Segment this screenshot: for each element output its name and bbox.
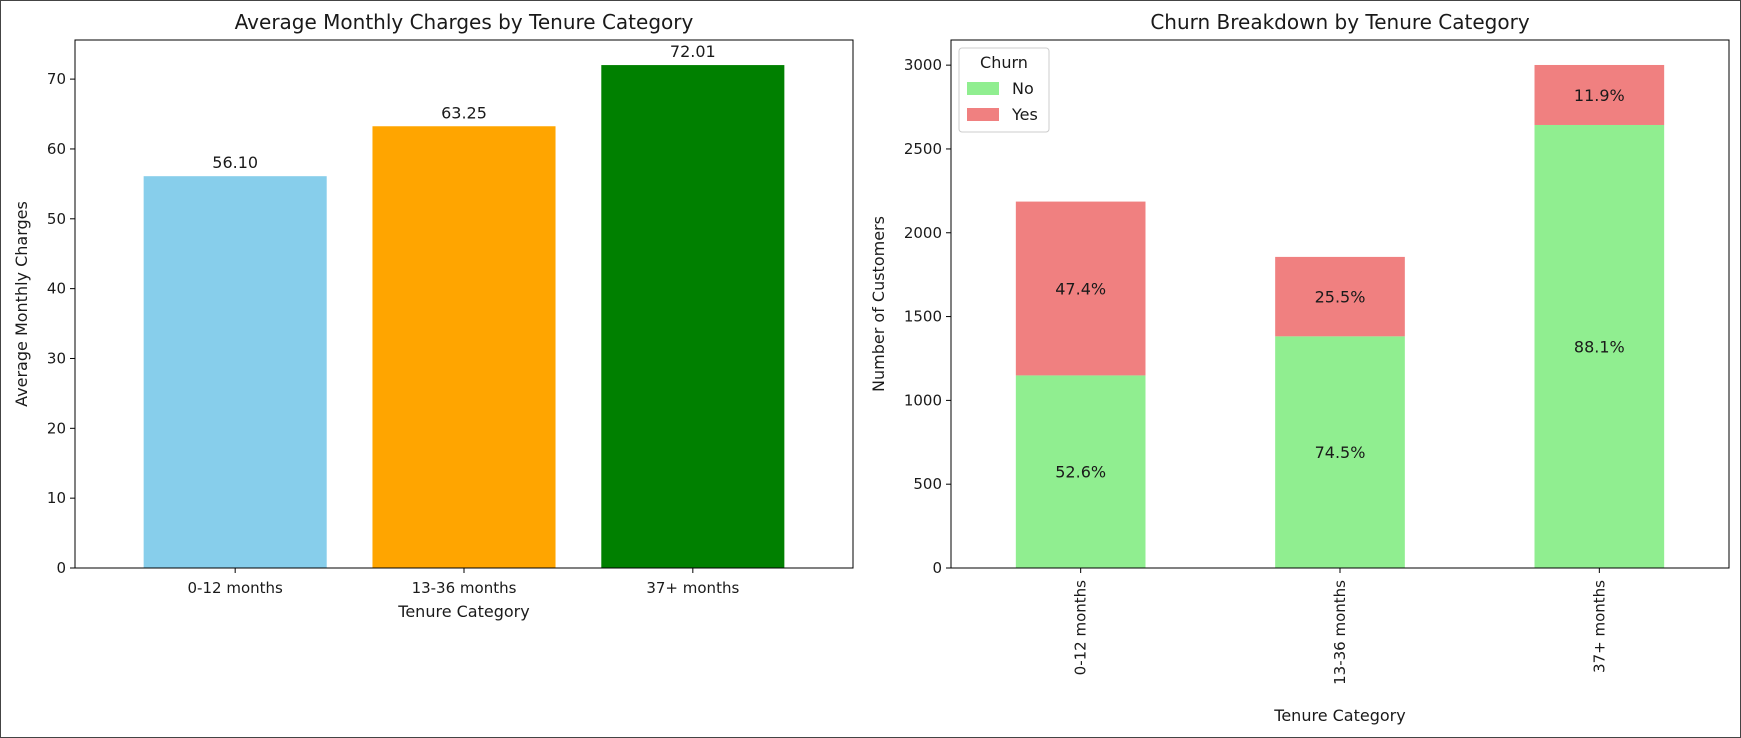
- chart2-ytick-label: 0: [932, 559, 942, 577]
- chart2-data-label-no: 52.6%: [1055, 463, 1106, 482]
- chart2-xtick-label: 13-36 months: [1331, 580, 1349, 685]
- chart2-ytick-label: 500: [913, 475, 942, 493]
- chart2-bar-no: [1275, 336, 1405, 568]
- chart1-bar: [143, 176, 327, 568]
- chart2-legend-label-yes: Yes: [1011, 105, 1038, 124]
- chart2-bar-yes: [1015, 201, 1146, 376]
- chart2-legend-title: Churn: [980, 53, 1028, 72]
- chart1-data-label: 63.25: [441, 103, 487, 122]
- chart1-xtick-label: 0-12 months: [188, 579, 283, 597]
- chart1-title: Average Monthly Charges by Tenure Catego…: [235, 10, 694, 34]
- chart1-bar: [601, 65, 785, 569]
- chart1-ytick-label: 70: [47, 70, 66, 88]
- chart2-data-label-yes: 47.4%: [1055, 279, 1106, 298]
- chart1-ytick-label: 50: [47, 210, 66, 228]
- chart1-ytick-label: 30: [47, 349, 66, 367]
- chart2-ytick-label: 2000: [904, 224, 942, 242]
- chart1-xtick-label: 13-36 months: [412, 579, 517, 597]
- chart2-xtick-label: 0-12 months: [1072, 580, 1090, 675]
- chart1-ytick-label: 20: [47, 419, 66, 437]
- chart1-ytick-label: 40: [47, 280, 66, 298]
- chart1-ylabel: Average Monthly Charges: [12, 201, 31, 407]
- chart2-bar-yes: [1275, 256, 1405, 337]
- chart2-bar-no: [1015, 375, 1146, 568]
- chart2-ylabel: Number of Customers: [869, 216, 888, 392]
- chart2-ytick-label: 3000: [904, 56, 942, 74]
- chart2-data-label-no: 74.5%: [1315, 443, 1366, 462]
- chart2-title: Churn Breakdown by Tenure Category: [1150, 10, 1530, 34]
- chart1-data-label: 72.01: [670, 42, 716, 61]
- chart1-bar: [372, 126, 556, 568]
- chart1-data-label: 56.10: [212, 153, 258, 172]
- chart2-ytick-label: 1000: [904, 391, 942, 409]
- chart2-data-label-yes: 11.9%: [1574, 86, 1625, 105]
- chart2-ytick-label: 2500: [904, 140, 942, 158]
- chart2-bar-no: [1534, 124, 1665, 569]
- chart1-ytick-label: 10: [47, 489, 66, 507]
- chart1-ytick-label: 60: [47, 140, 66, 158]
- chart2-legend-label-no: No: [1012, 79, 1034, 98]
- chart1-xlabel: Tenure Category: [397, 602, 529, 621]
- chart2-xlabel: Tenure Category: [1273, 706, 1405, 725]
- chart2-legend-swatch-yes: [967, 108, 999, 121]
- chart2-bar-yes: [1534, 64, 1665, 125]
- chart2-data-label-no: 88.1%: [1574, 337, 1625, 356]
- chart2-xtick-label: 37+ months: [1590, 580, 1608, 673]
- chart2-ytick-label: 1500: [904, 308, 942, 326]
- chart1-ytick-label: 0: [56, 559, 66, 577]
- chart2-legend-swatch-no: [967, 82, 999, 95]
- chart2-data-label-yes: 25.5%: [1315, 288, 1366, 307]
- chart1-xtick-label: 37+ months: [646, 579, 739, 597]
